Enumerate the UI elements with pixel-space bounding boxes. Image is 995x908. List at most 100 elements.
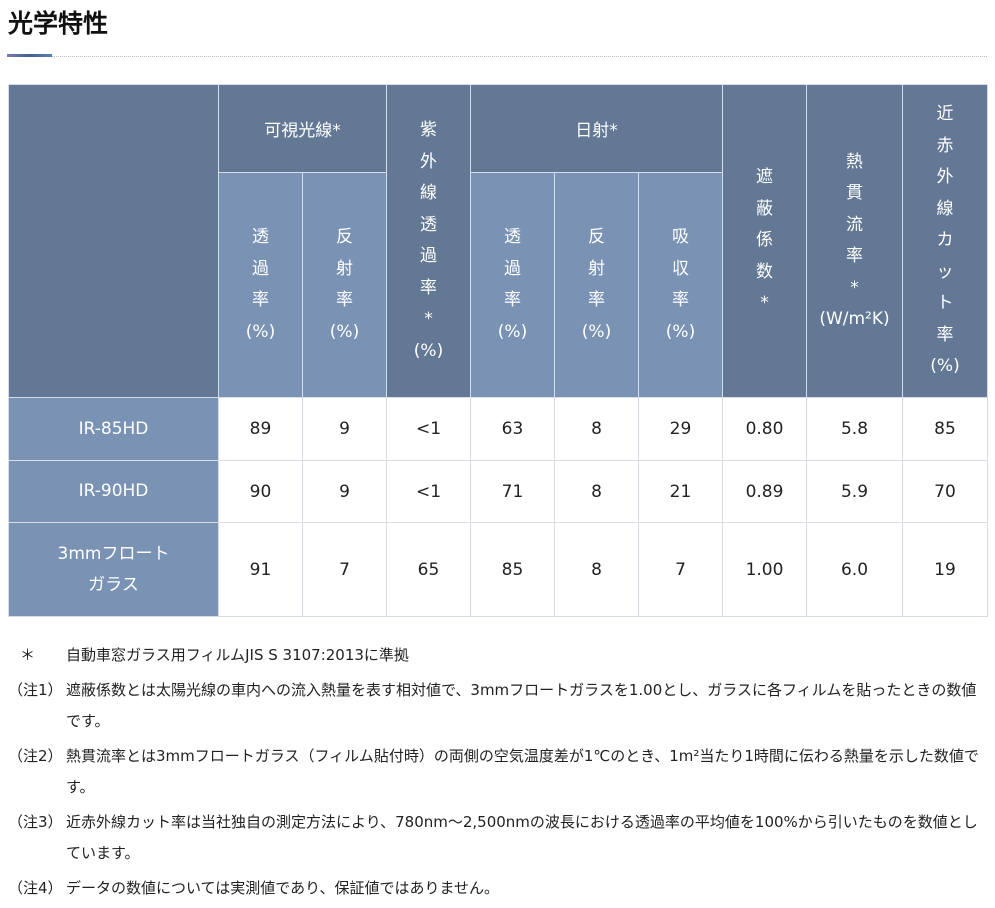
header-line: 外 xyxy=(936,167,954,188)
table-row: 3mmフロート ガラス 91 7 65 85 8 7 1.00 6.0 19 xyxy=(8,522,988,617)
header-line: 過 xyxy=(504,258,521,279)
header-solar-abs: 吸収率 (%) xyxy=(638,172,723,398)
table-cell: 8 xyxy=(554,522,639,617)
table-cell: 85 xyxy=(902,397,988,461)
header-line: 射 xyxy=(336,258,353,279)
table-cell: 5.8 xyxy=(806,397,903,461)
header-solar-refl: 反射率 (%) xyxy=(554,172,639,398)
table-cell: 21 xyxy=(638,460,723,523)
header-line: 紫 xyxy=(420,120,437,140)
note-item: （注1） 遮蔽係数とは太陽光線の車内への流入熱量を表す相対値で、3mmフロートガラ… xyxy=(8,675,988,737)
header-line: 透 xyxy=(252,227,269,247)
header-line: 貫 xyxy=(846,183,863,203)
table-cell: 90 xyxy=(218,460,303,523)
note-item: ＊ 自動車窓ガラス用フィルムJIS S 3107:2013に準拠 xyxy=(8,640,988,671)
header-shading: 遮蔽係数 * xyxy=(722,84,807,398)
table-cell: 70 xyxy=(902,460,988,523)
header-line: 過 xyxy=(420,246,437,266)
note-mark: （注2） xyxy=(8,747,63,765)
table-cell: <1 xyxy=(386,397,471,461)
header-line: 率 xyxy=(846,246,863,266)
row-name-line: 3mmフロート xyxy=(57,543,170,564)
row-header: IR-90HD xyxy=(8,460,219,523)
header-line: 近 xyxy=(936,104,954,125)
header-line: 線 xyxy=(420,183,437,203)
header-line: 率 xyxy=(420,277,437,298)
header-line: (%) xyxy=(930,356,960,377)
header-line: 率 xyxy=(336,290,353,310)
note-item: （注3） 近赤外線カット率は当社独自の測定方法により、780nm～2,500nmの… xyxy=(8,807,988,869)
header-line: 数 xyxy=(756,261,773,282)
table-cell: 1.00 xyxy=(722,522,807,617)
row-name-line: IR-90HD xyxy=(78,481,149,501)
table-cell: 7 xyxy=(302,522,387,617)
header-line: (%) xyxy=(245,321,276,342)
header-line: ト xyxy=(936,293,954,314)
header-line: 率 xyxy=(672,290,689,310)
header-line: * xyxy=(850,277,859,298)
header-line: 熱 xyxy=(846,151,863,172)
table-row: IR-90HD 90 9 <1 71 8 21 0.89 5.9 70 xyxy=(8,460,988,523)
header-visible-trans: 透過率 (%) xyxy=(218,172,303,398)
row-name-line: ガラス xyxy=(88,574,139,595)
title-accent xyxy=(7,54,52,57)
table-cell: 0.80 xyxy=(722,397,807,461)
note-item: （注2） 熱貫流率とは3mmフロートガラス（フィルム貼付時）の両側の空気温度差が1… xyxy=(8,741,988,803)
table-cell: 85 xyxy=(470,522,555,617)
header-visible: 可視光線* xyxy=(218,84,387,173)
header-line: 射 xyxy=(588,258,605,279)
note-text: 遮蔽係数とは太陽光線の車内への流入熱量を表す相対値で、3mmフロートガラスを1.… xyxy=(66,681,977,730)
table-cell: 8 xyxy=(554,397,639,461)
header-line: 外 xyxy=(420,151,437,172)
header-line: 透 xyxy=(504,227,521,247)
note-text: データの数値については実測値であり、保証値ではありません。 xyxy=(66,879,500,897)
table-cell: 63 xyxy=(470,397,555,461)
header-line: 遮 xyxy=(756,167,773,188)
table-cell: 71 xyxy=(470,460,555,523)
header-line: * xyxy=(424,309,433,329)
note-mark: （注3） xyxy=(8,813,63,831)
table-cell: 91 xyxy=(218,522,303,617)
note-mark: ＊ xyxy=(20,646,36,664)
header-line: 赤 xyxy=(936,135,954,156)
header-line: (%) xyxy=(581,321,612,342)
table-row: IR-85HD 89 9 <1 63 8 29 0.80 5.8 85 xyxy=(8,397,988,461)
header-line: 率 xyxy=(252,290,269,310)
header-nir: 近赤外線カット率 (%) xyxy=(902,84,988,398)
page-title: 光学特性 xyxy=(8,9,109,38)
header-line: 率 xyxy=(936,324,954,345)
header-solar: 日射* xyxy=(470,84,723,173)
table-cell: 8 xyxy=(554,460,639,523)
table-cell: 19 xyxy=(902,522,988,617)
table-cell: 5.9 xyxy=(806,460,903,523)
table-cell: 9 xyxy=(302,460,387,523)
notes: ＊自動車窓ガラス用フィルムJIS S 3107:2013に準拠 （注1） 遮蔽係数と… xyxy=(8,640,988,908)
header-line: 線 xyxy=(936,198,954,219)
header-line: 反 xyxy=(336,227,353,247)
header-line: 吸 xyxy=(672,227,689,247)
header-line: (%) xyxy=(665,321,696,342)
header-line: カ xyxy=(936,230,954,251)
header-uv: 紫外線透過率 * (%) xyxy=(386,84,471,398)
header-line: (W/m²K) xyxy=(819,309,890,329)
table-cell: 7 xyxy=(638,522,723,617)
title-divider xyxy=(8,56,987,57)
header-line: 透 xyxy=(420,214,437,235)
header-line: 率 xyxy=(504,290,521,310)
header-heat: 熱貫流率 * (W/m²K) xyxy=(806,84,903,398)
optical-properties-table: 可視光線* 紫外線透過率 * (%) 日射* 遮蔽係数 * 熱貫流率 * (W/m²K) … xyxy=(8,84,988,617)
note-mark: （注1） xyxy=(8,681,63,699)
table-cell: 0.89 xyxy=(722,460,807,523)
table-cell: 29 xyxy=(638,397,723,461)
header-line: (%) xyxy=(413,340,444,361)
header-line: (%) xyxy=(497,321,528,342)
table-cell: 89 xyxy=(218,397,303,461)
header-line: ッ xyxy=(936,261,954,282)
note-text: 自動車窓ガラス用フィルムJIS S 3107:2013に準拠 xyxy=(66,646,409,664)
note-text: 近赤外線カット率は当社独自の測定方法により、780nm～2,500nmの波長にお… xyxy=(66,813,978,862)
note-text: 熱貫流率とは3mmフロートガラス（フィルム貼付時）の両側の空気温度差が1℃のとき… xyxy=(66,747,979,796)
header-line: 係 xyxy=(756,230,773,251)
note-item: （注4） データの数値については実測値であり、保証値ではありません。 xyxy=(8,873,988,904)
header-line: 過 xyxy=(252,258,269,279)
header-line: 反 xyxy=(588,227,605,247)
